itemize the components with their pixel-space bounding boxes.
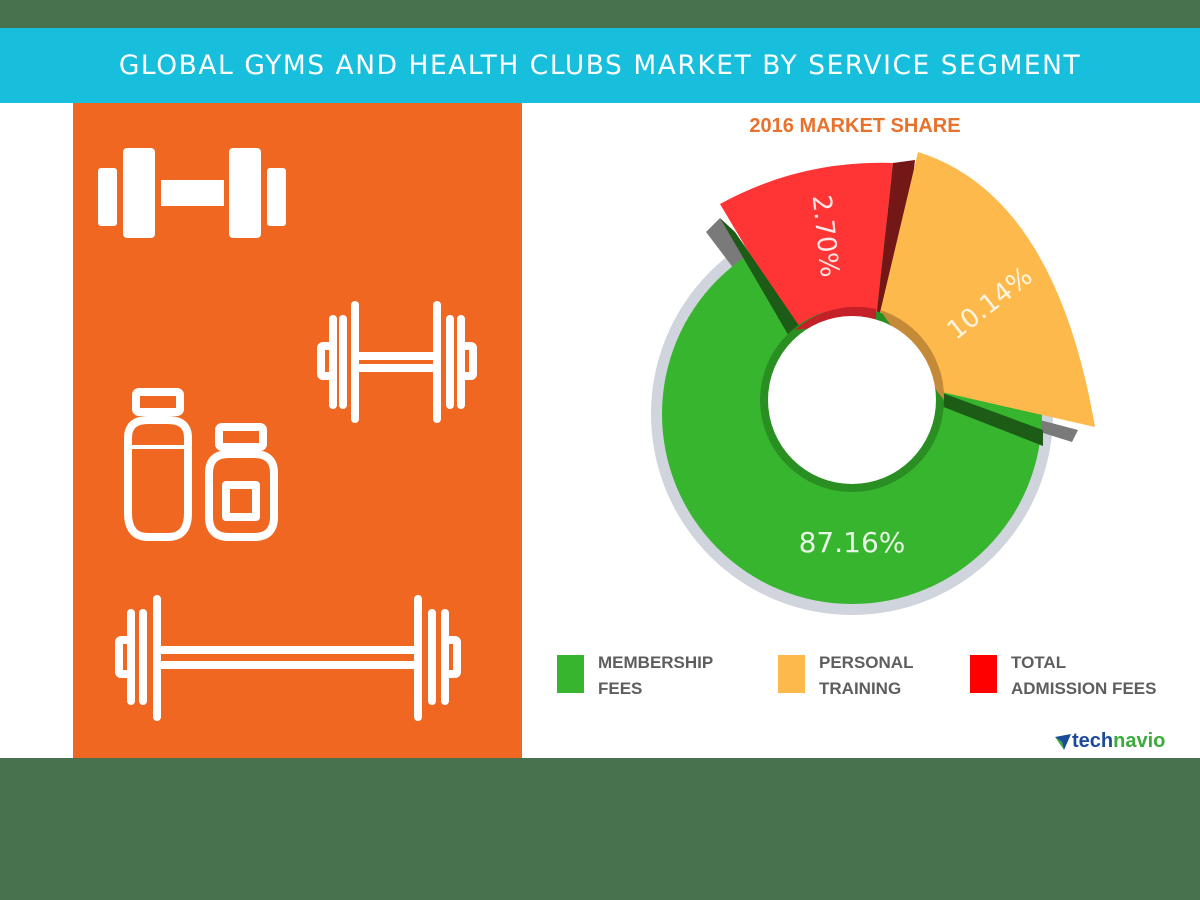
- technavio-logo: tech navio: [1054, 730, 1165, 753]
- infographic-panel: 2016 MARKET SHARE 87.16% 10.14% 2.70% ME…: [0, 103, 1200, 758]
- legend-swatch-membership: [557, 655, 584, 693]
- legend-item-membership: MEMBERSHIP FEES: [557, 653, 713, 702]
- logo-text-navio: navio: [1113, 730, 1166, 752]
- legend-label-membership: MEMBERSHIP FEES: [598, 653, 714, 698]
- icon-panel: [73, 103, 522, 758]
- barbell-small-icon: [317, 301, 477, 423]
- legend-label-admission: TOTAL ADMISSION FEES: [1011, 653, 1157, 698]
- page-title: GLOBAL GYMS AND HEALTH CLUBS MARKET BY S…: [118, 50, 1082, 81]
- label-membership: 87.16%: [799, 526, 906, 559]
- supplement-jars-icon: [124, 388, 278, 541]
- donut-chart: 87.16% 10.14% 2.70%: [651, 152, 1095, 615]
- logo-arrow-icon: [1055, 733, 1071, 750]
- dumbbell-icon: [98, 148, 286, 238]
- legend-swatch-personal: [778, 655, 805, 693]
- legend-item-personal: PERSONAL TRAINING: [778, 653, 913, 702]
- legend-label-personal: PERSONAL TRAINING: [819, 653, 914, 698]
- slice-admission: [720, 162, 893, 330]
- chart-title: 2016 MARKET SHARE: [749, 115, 961, 137]
- legend-swatch-admission: [970, 655, 997, 693]
- logo-text-tech: tech: [1072, 730, 1114, 752]
- barbell-long-icon: [115, 595, 461, 721]
- legend-item-admission: TOTAL ADMISSION FEES: [970, 653, 1156, 702]
- title-band: GLOBAL GYMS AND HEALTH CLUBS MARKET BY S…: [0, 28, 1200, 103]
